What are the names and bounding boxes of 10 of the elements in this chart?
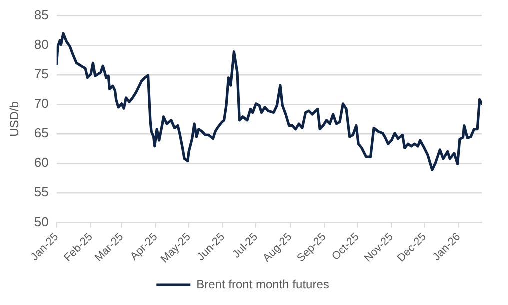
y-tick-label: 75 xyxy=(34,66,49,82)
legend-label: Brent front month futures xyxy=(196,277,330,292)
y-tick-label: 80 xyxy=(34,36,49,52)
y-tick-label: 65 xyxy=(34,126,49,141)
y-tick-label: 70 xyxy=(34,96,49,112)
y-tick-label: 50 xyxy=(34,214,49,230)
y-tick-label: 55 xyxy=(34,184,49,200)
y-tick-label: 60 xyxy=(34,155,49,170)
y-axis-title: USD/b xyxy=(8,101,22,137)
y-tick-label: 85 xyxy=(34,7,49,22)
